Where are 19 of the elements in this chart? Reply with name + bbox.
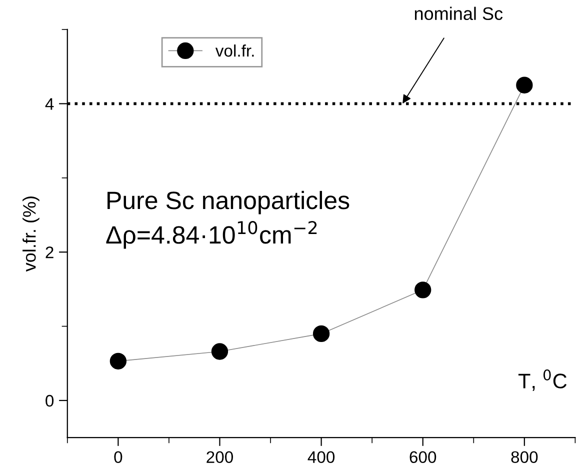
point: [414, 282, 432, 298]
point: [312, 325, 330, 342]
x-tick-label: 800: [511, 451, 538, 464]
annotation: nominal Sc: [414, 6, 503, 20]
point: [211, 343, 228, 360]
x-tick-label: 0: [114, 451, 122, 464]
x-tick-label: 600: [410, 451, 436, 464]
annotation: Δρ=4.84·10$^{10}$cm$^{−2}$: [106, 220, 317, 249]
y-tick-label: 4: [45, 98, 54, 110]
x-tick-label: 200: [206, 451, 233, 464]
x-tick-label: 400: [308, 451, 335, 464]
y-axis-title: vol.fr. (%): [22, 196, 40, 272]
x-axis-title: T, $^{0}$C: [518, 369, 567, 391]
legend-label: vol.fr.: [215, 44, 254, 57]
point: [516, 76, 533, 94]
annotation: Pure Sc nanoparticles: [108, 190, 350, 214]
y-tick-label: 2: [46, 246, 54, 258]
y-tick-label: 0: [46, 394, 54, 407]
point: [110, 352, 127, 370]
